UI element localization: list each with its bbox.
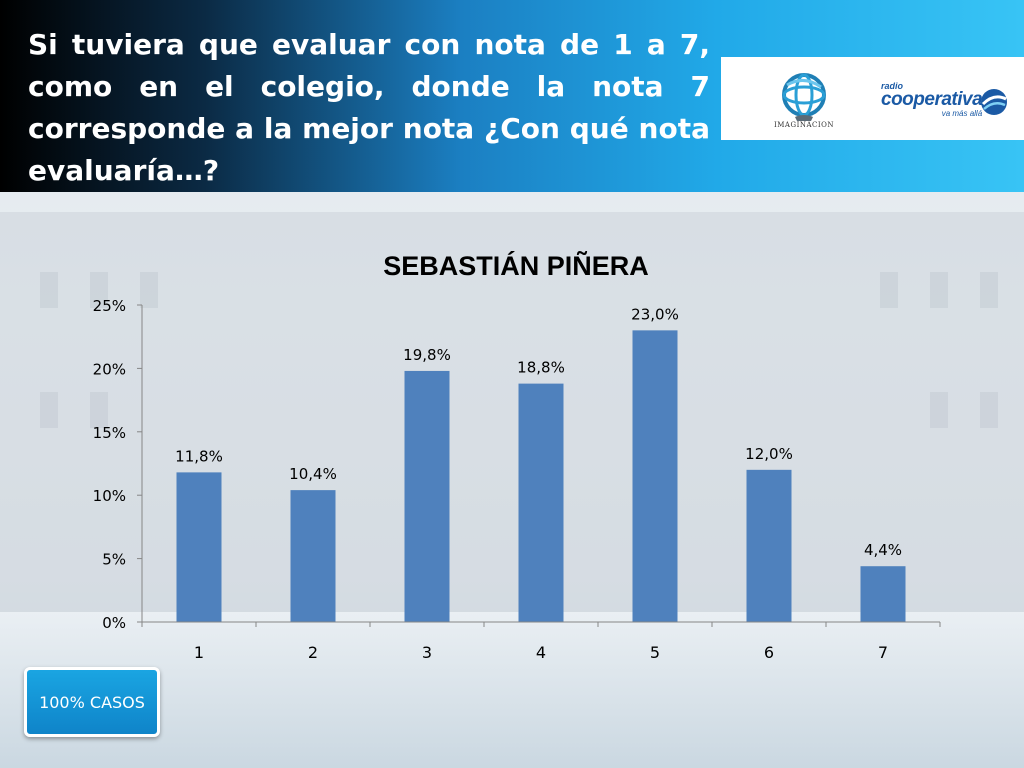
background-photo xyxy=(0,192,1024,768)
imaginacion-logo-text: IMAGINACION xyxy=(773,121,834,129)
y-tick-label: 10% xyxy=(93,487,126,505)
data-label: 19,8% xyxy=(403,346,451,364)
bar xyxy=(632,330,678,622)
data-label: 10,4% xyxy=(289,465,337,483)
bar xyxy=(176,472,222,622)
bar xyxy=(404,370,450,622)
y-tick-label: 5% xyxy=(102,551,126,569)
cooperativa-radio-text: radio xyxy=(881,81,904,91)
data-label: 12,0% xyxy=(745,445,793,463)
x-tick-label: 7 xyxy=(878,643,888,662)
x-tick-label: 3 xyxy=(422,643,432,662)
question-title: Si tuviera que evaluar con nota de 1 a 7… xyxy=(28,28,710,187)
chart-title: SEBASTIÁN PIÑERA xyxy=(383,250,649,281)
bar-chart: SEBASTIÁN PIÑERA 0% 5% 10% 15% 20% 25% 11,8% 1… xyxy=(0,192,1024,672)
bar xyxy=(518,383,564,622)
x-tick-label: 1 xyxy=(194,643,204,662)
y-tick-label: 0% xyxy=(102,614,126,632)
cases-button[interactable]: 100% CASOS xyxy=(24,667,160,737)
header-banner: Si tuviera que evaluar con nota de 1 a 7… xyxy=(0,0,1024,192)
data-label: 18,8% xyxy=(517,359,565,377)
bar xyxy=(290,490,336,622)
x-tick-label: 4 xyxy=(536,643,546,662)
globe-logo-icon xyxy=(782,73,826,121)
cooperativa-logo: radio cooperativa va más allá xyxy=(881,81,983,118)
x-tick-label: 6 xyxy=(764,643,774,662)
data-label: 11,8% xyxy=(175,447,223,465)
x-tick-label: 2 xyxy=(308,643,318,662)
bars-group: 11,8% 10,4% 19,8% 18,8% 23,0% 12,0% 4,4% xyxy=(175,305,906,622)
y-tick-label: 20% xyxy=(93,360,126,378)
y-axis: 0% 5% 10% 15% 20% 25% xyxy=(93,297,143,632)
data-label: 4,4% xyxy=(864,541,902,559)
chart-canvas: SEBASTIÁN PIÑERA 0%5%10%15%20%25% 11,8%1… xyxy=(93,250,941,662)
swoosh-logo-icon xyxy=(981,89,1007,115)
x-tick-label: 5 xyxy=(650,643,660,662)
y-tick-label: 25% xyxy=(93,297,126,315)
data-label: 23,0% xyxy=(631,305,679,323)
cooperativa-slogan-text: va más allá xyxy=(941,109,983,118)
y-tick-label: 15% xyxy=(93,424,126,442)
logo-panel: IMAGINACION radio cooperativa va más all… xyxy=(721,57,1024,140)
bar xyxy=(860,566,906,622)
cooperativa-name-text: cooperativa xyxy=(881,89,983,110)
bar xyxy=(746,469,792,622)
x-axis: 1 2 3 4 5 6 7 xyxy=(141,621,941,662)
